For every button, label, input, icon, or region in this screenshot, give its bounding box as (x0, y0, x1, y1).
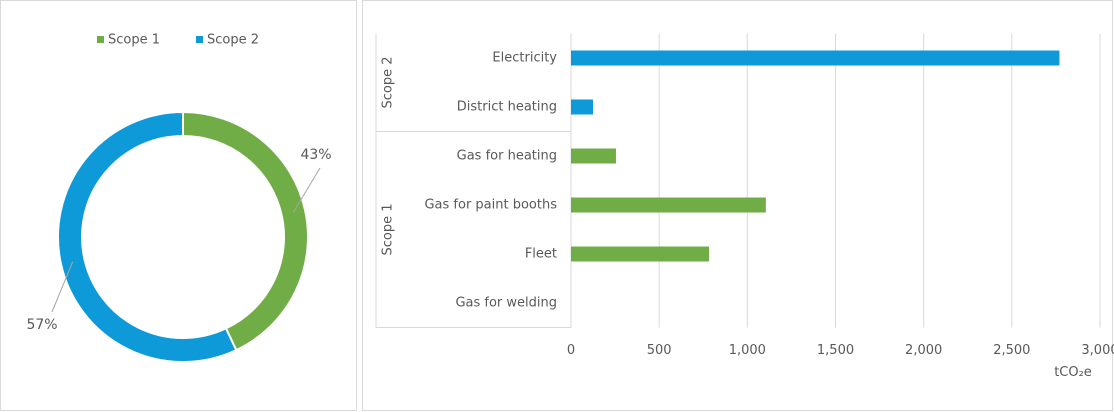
x-tick-label: 1,500 (817, 343, 854, 358)
data-label: 43% (300, 147, 331, 163)
bar (571, 246, 710, 262)
x-tick-label: 1,000 (729, 343, 766, 358)
legend-label: Scope 1 (108, 33, 160, 48)
x-tick-label: 500 (647, 343, 672, 358)
legend-swatch (196, 36, 203, 43)
group-label: Scope 1 (381, 203, 396, 255)
y-tick-label: Gas for welding (455, 296, 557, 311)
x-tick-label: 2,500 (993, 343, 1030, 358)
legend-label: Scope 2 (207, 33, 259, 48)
bar (571, 50, 1060, 66)
y-tick-label: Gas for heating (457, 149, 557, 164)
x-tick-label: 3,000 (1081, 343, 1114, 358)
x-axis-label: tCO₂e (1054, 365, 1092, 380)
leader-line (292, 167, 321, 213)
bar (571, 99, 594, 115)
y-tick-label: District heating (457, 100, 557, 115)
legend-swatch (97, 36, 104, 43)
bar (571, 197, 766, 213)
y-tick-label: Electricity (492, 51, 557, 66)
x-tick-label: 0 (567, 343, 575, 358)
x-tick-label: 2,000 (905, 343, 942, 358)
donut-slice (57, 110, 238, 363)
group-label: Scope 2 (381, 56, 396, 108)
leader-line (51, 261, 74, 313)
y-tick-label: Fleet (525, 247, 557, 262)
bar (571, 148, 616, 164)
y-tick-label: Gas for paint booths (424, 198, 557, 213)
data-label: 57% (26, 317, 57, 333)
